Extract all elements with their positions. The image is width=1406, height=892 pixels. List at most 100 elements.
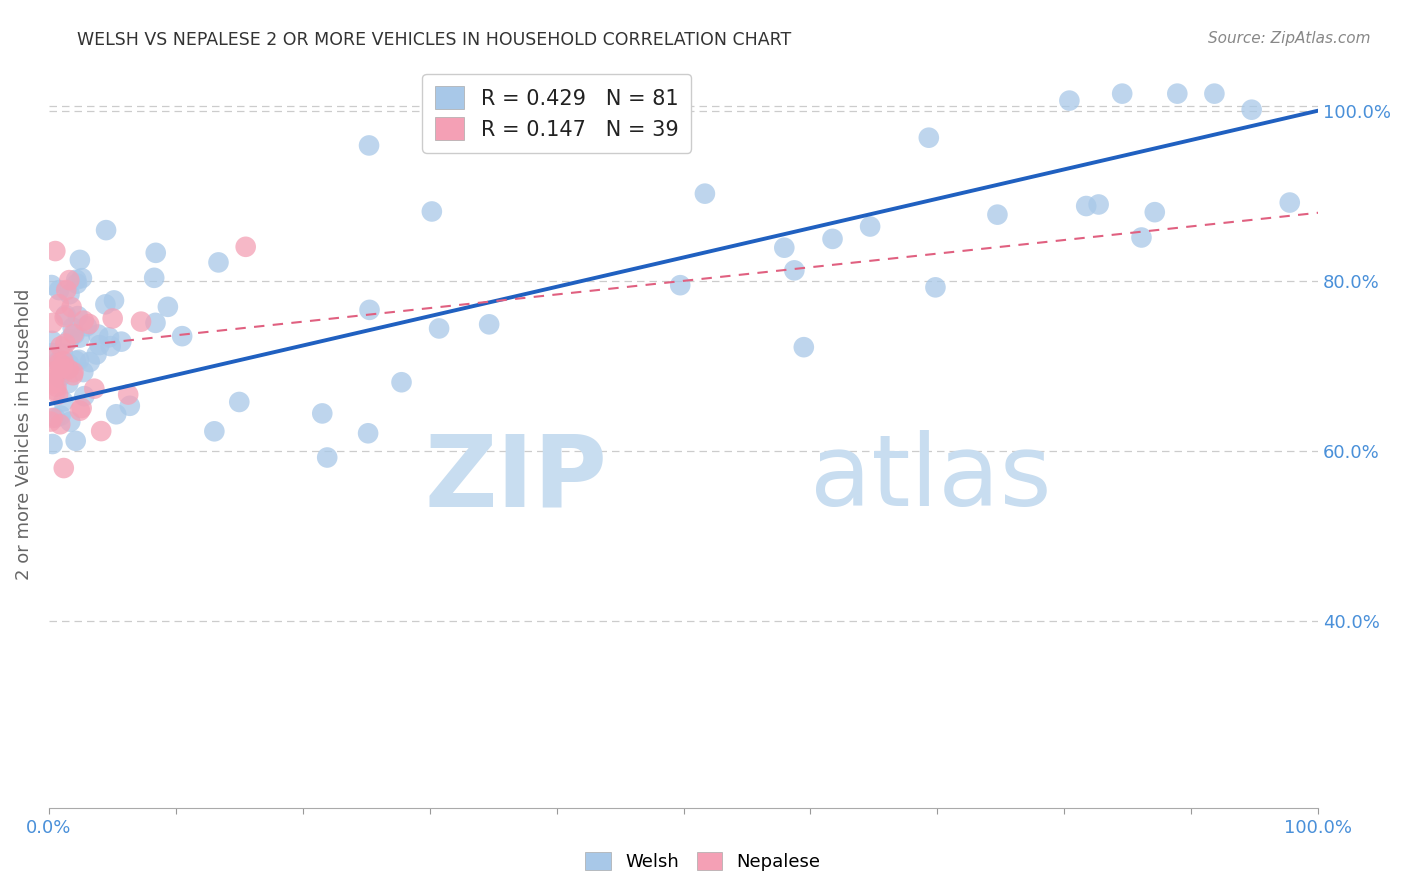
- Point: [52, 359, 75, 373]
- Point: [357, 138, 380, 153]
- Point: [58, 357, 80, 371]
- Point: [49, 339, 72, 353]
- Point: [62, 326, 84, 341]
- Point: [783, 263, 806, 277]
- Point: [52, 461, 75, 475]
- Point: [1130, 230, 1153, 244]
- Point: [65, 353, 87, 368]
- Y-axis label: 2 or more Vehicles in Household: 2 or more Vehicles in Household: [15, 288, 32, 580]
- Point: [101, 311, 124, 326]
- Point: [41, 278, 63, 293]
- Point: [48, 370, 70, 384]
- Point: [70, 271, 93, 285]
- Point: [105, 407, 128, 421]
- Point: [65, 434, 87, 448]
- Point: [48, 356, 70, 370]
- Point: [44, 244, 66, 258]
- Point: [118, 399, 141, 413]
- Point: [110, 334, 132, 349]
- Point: [316, 450, 339, 465]
- Point: [69, 330, 91, 344]
- Point: [235, 240, 257, 254]
- Point: [1143, 205, 1166, 219]
- Point: [72, 365, 94, 379]
- Point: [44, 364, 66, 378]
- Point: [1076, 199, 1098, 213]
- Point: [45, 380, 67, 394]
- Point: [1166, 87, 1188, 101]
- Point: [79, 355, 101, 369]
- Point: [145, 245, 167, 260]
- Point: [53, 310, 76, 324]
- Point: [76, 319, 98, 334]
- Point: [1059, 94, 1081, 108]
- Point: [55, 283, 77, 297]
- Text: WELSH VS NEPALESE 2 OR MORE VEHICLES IN HOUSEHOLD CORRELATION CHART: WELSH VS NEPALESE 2 OR MORE VEHICLES IN …: [77, 31, 792, 49]
- Point: [66, 277, 89, 291]
- Point: [98, 330, 121, 344]
- Point: [156, 300, 179, 314]
- Point: [228, 395, 250, 409]
- Point: [41, 334, 63, 348]
- Point: [41, 437, 63, 451]
- Point: [145, 316, 167, 330]
- Point: [859, 219, 882, 234]
- Point: [1111, 87, 1133, 101]
- Point: [918, 130, 941, 145]
- Point: [986, 208, 1008, 222]
- Point: [49, 361, 72, 376]
- Point: [46, 387, 69, 401]
- Point: [821, 232, 844, 246]
- Point: [103, 293, 125, 308]
- Text: Source: ZipAtlas.com: Source: ZipAtlas.com: [1208, 31, 1371, 46]
- Point: [53, 336, 76, 351]
- Point: [129, 315, 152, 329]
- Point: [69, 403, 91, 417]
- Point: [53, 355, 76, 369]
- Point: [773, 241, 796, 255]
- Point: [41, 346, 63, 360]
- Point: [427, 321, 450, 335]
- Point: [87, 327, 110, 342]
- Point: [60, 300, 83, 314]
- Point: [52, 347, 75, 361]
- Point: [39, 350, 62, 364]
- Point: [48, 283, 70, 297]
- Point: [69, 252, 91, 267]
- Point: [67, 352, 90, 367]
- Point: [42, 411, 65, 425]
- Legend: Welsh, Nepalese: Welsh, Nepalese: [578, 845, 828, 879]
- Point: [62, 320, 84, 334]
- Point: [924, 280, 946, 294]
- Point: [172, 329, 194, 343]
- Point: [1240, 103, 1263, 117]
- Point: [59, 332, 82, 346]
- Point: [58, 273, 80, 287]
- Point: [1087, 197, 1109, 211]
- Point: [65, 273, 87, 287]
- Point: [42, 376, 65, 390]
- Point: [207, 255, 229, 269]
- Point: [117, 387, 139, 401]
- Point: [52, 354, 75, 368]
- Point: [58, 362, 80, 376]
- Legend: R = 0.429   N = 81, R = 0.147   N = 39: R = 0.429 N = 81, R = 0.147 N = 39: [422, 74, 690, 153]
- Point: [41, 316, 63, 330]
- Point: [83, 382, 105, 396]
- Point: [73, 389, 96, 403]
- Point: [94, 223, 117, 237]
- Point: [63, 327, 86, 342]
- Point: [77, 317, 100, 331]
- Point: [357, 426, 380, 441]
- Point: [693, 186, 716, 201]
- Point: [478, 318, 501, 332]
- Text: atlas: atlas: [810, 431, 1052, 527]
- Point: [58, 376, 80, 391]
- Text: ZIP: ZIP: [425, 431, 607, 527]
- Point: [62, 365, 84, 379]
- Point: [49, 417, 72, 432]
- Point: [143, 270, 166, 285]
- Point: [59, 415, 82, 429]
- Point: [1204, 87, 1226, 101]
- Point: [62, 368, 84, 383]
